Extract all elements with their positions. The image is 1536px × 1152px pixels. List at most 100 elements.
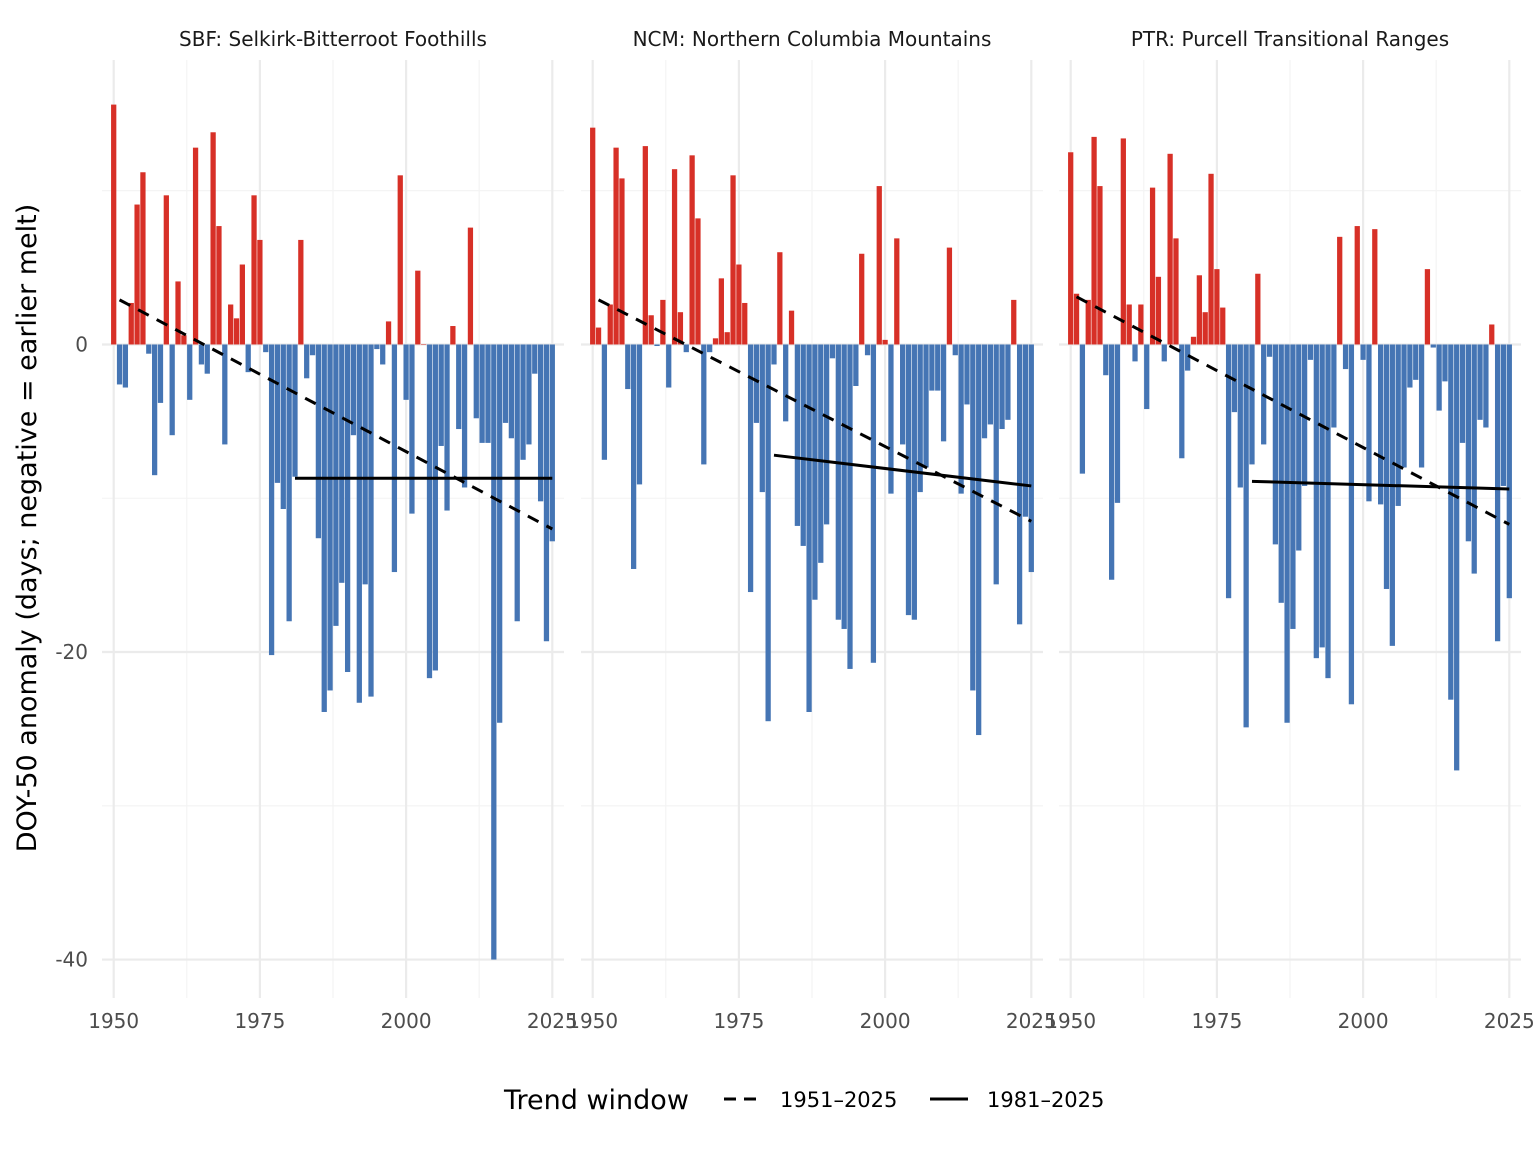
bar	[1290, 344, 1296, 629]
bar	[356, 344, 362, 703]
x-tick-label: 1975	[1191, 1009, 1242, 1033]
bar	[707, 344, 713, 353]
bar	[829, 344, 836, 359]
bar	[607, 304, 613, 345]
bar	[654, 344, 660, 347]
x-tick-label: 2025	[1484, 1009, 1535, 1033]
bar	[1465, 344, 1471, 542]
bar	[1011, 299, 1017, 345]
bar	[380, 344, 386, 365]
bar	[1378, 344, 1384, 505]
y-axis-title: DOY-50 anomaly (days; negative = earlier…	[12, 204, 43, 853]
bar	[1243, 344, 1249, 728]
facet-title: SBF: Selkirk-Bitterroot Foothills	[179, 27, 487, 51]
legend-label-1981-2025: 1981–2025	[987, 1088, 1104, 1112]
bar	[549, 344, 555, 542]
bar	[1073, 293, 1080, 345]
bar	[362, 344, 368, 585]
bar	[116, 344, 123, 385]
bar	[800, 344, 806, 546]
bar	[625, 344, 631, 390]
bar	[940, 344, 947, 442]
x-tick-label: 2000	[860, 1009, 911, 1033]
bar	[981, 344, 988, 439]
bar	[1173, 238, 1179, 345]
bar	[1237, 344, 1243, 488]
bar	[876, 186, 882, 345]
bar	[946, 247, 953, 345]
bar	[1325, 344, 1331, 679]
bar	[134, 204, 140, 345]
bar	[724, 332, 730, 345]
bar	[999, 344, 1005, 430]
bar	[391, 344, 398, 573]
bar	[1278, 344, 1284, 603]
bar	[491, 344, 497, 960]
bar	[146, 344, 152, 354]
bar	[689, 155, 695, 345]
bar	[543, 344, 550, 642]
bar	[461, 344, 468, 488]
bar	[1144, 344, 1150, 410]
bar	[1494, 344, 1501, 642]
bar	[292, 344, 298, 477]
bar	[537, 344, 544, 502]
bar	[467, 227, 474, 345]
bar	[210, 132, 216, 345]
bar	[1185, 344, 1191, 371]
bar	[233, 318, 240, 345]
bar	[788, 310, 795, 345]
bar	[1448, 344, 1454, 700]
bar	[1360, 344, 1366, 360]
bar	[806, 344, 812, 712]
bar	[742, 302, 748, 345]
bar	[812, 344, 818, 600]
bar	[1126, 304, 1132, 345]
bar	[415, 270, 421, 345]
bar	[993, 344, 999, 585]
bar	[181, 335, 187, 345]
bar	[1319, 344, 1325, 648]
bar	[929, 344, 935, 391]
bar	[753, 344, 760, 423]
bar	[1196, 275, 1202, 345]
bar	[747, 344, 754, 593]
bar	[403, 344, 409, 400]
bar	[823, 344, 830, 525]
bar	[239, 264, 245, 345]
bar	[777, 252, 783, 345]
bar	[1506, 344, 1512, 599]
bar	[1401, 344, 1407, 468]
bar	[1114, 344, 1121, 503]
bar	[1348, 344, 1355, 705]
bar	[122, 344, 129, 388]
bar	[304, 344, 310, 379]
bar	[1407, 344, 1413, 388]
trend-line-1981-2025	[773, 453, 1032, 488]
bar	[1430, 344, 1436, 348]
bar	[339, 344, 345, 583]
bar	[864, 344, 871, 356]
bar	[976, 344, 982, 736]
bar	[1202, 312, 1208, 345]
bar	[1132, 344, 1138, 362]
bar	[450, 326, 456, 345]
bar	[315, 344, 322, 539]
bar	[163, 195, 169, 345]
legend: Trend window 1951–2025 1981–2025	[503, 1085, 1104, 1116]
bar	[1068, 152, 1074, 345]
x-tick-label: 1950	[88, 1009, 139, 1033]
bar	[140, 172, 146, 345]
bar	[1424, 269, 1431, 345]
bar	[350, 344, 357, 436]
bar	[1167, 153, 1173, 345]
bar	[718, 278, 724, 345]
bar	[514, 344, 520, 622]
bar	[1413, 344, 1419, 380]
bar	[502, 344, 509, 423]
bar	[508, 344, 514, 439]
bar	[1097, 186, 1103, 345]
bar	[1109, 344, 1115, 580]
